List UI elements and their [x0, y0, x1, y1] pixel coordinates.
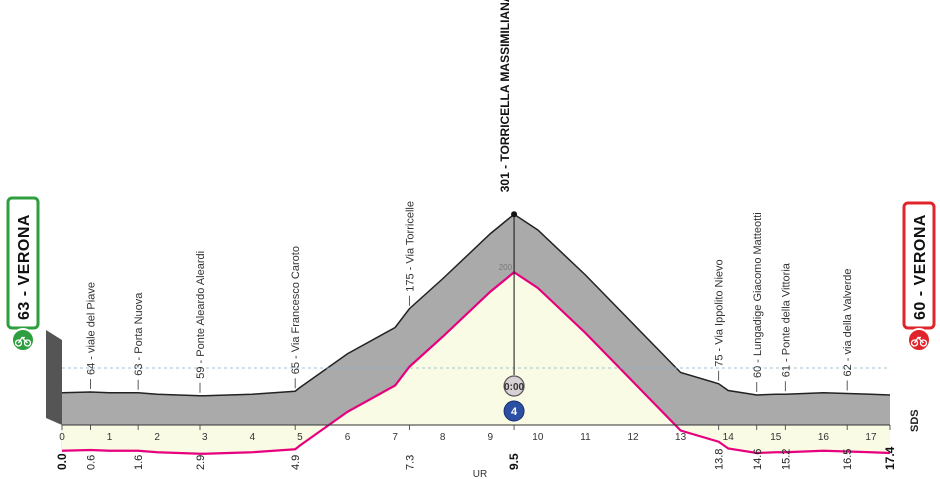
road-line: [61, 270, 891, 455]
elevation-tick-label: 200: [499, 263, 513, 272]
finish-town-label: 60 - VERONA: [912, 214, 929, 320]
waypoint-label: 175 - Via Torricelle: [404, 201, 416, 292]
km-major-label: 0.6: [86, 455, 98, 470]
elevation-relief: [62, 214, 890, 454]
km-tick-label: 5: [297, 432, 303, 443]
bicycle-icon: [14, 336, 32, 347]
waypoint-label: 62 - via della Valverde: [842, 268, 854, 376]
km-tick-label: 11: [580, 432, 591, 443]
brand-logo: SDS: [909, 409, 921, 432]
waypoint-label: 65 - Via Francesco Caroto: [290, 246, 302, 374]
km-tick-label: 8: [440, 432, 446, 443]
km-tick-label: 15: [770, 432, 782, 443]
time-check-label: 0:00: [504, 382, 524, 393]
km-major-label: 9.5: [507, 453, 521, 470]
waypoint-label: 61 - Ponte della Vittoria: [780, 262, 792, 377]
km-major-label: 2.9: [195, 455, 207, 470]
km-major-label: 14.6: [752, 449, 764, 470]
km-tick-label: 14: [723, 432, 735, 443]
profile-base-left: [46, 330, 62, 425]
kom-category-icon: [503, 400, 525, 422]
waypoint-label: 63 - Porta Nuova: [133, 292, 145, 376]
km-tick-label: 7: [392, 432, 398, 443]
km-tick-label: 13: [675, 432, 687, 443]
km-major-label: 1.6: [133, 455, 145, 470]
waypoint-label: 75 - Via Ippolito Nievo: [714, 259, 726, 366]
km-tick-label: 4: [250, 432, 256, 443]
km-tick-label: 0: [59, 432, 65, 443]
waypoint-label: 60 - Lungadige Giacomo Matteotti: [752, 212, 764, 378]
bicycle-icon: [910, 336, 928, 347]
km-tick-label: 6: [345, 432, 351, 443]
start-town-label: 63 - VERONA: [16, 214, 33, 320]
km-tick-label: 1: [107, 432, 113, 443]
km-major-label: 4.9: [290, 455, 302, 470]
km-tick-label: 3: [202, 432, 208, 443]
km-tick-label: 17: [865, 432, 877, 443]
finish-marker: 60 - VERONA: [902, 201, 936, 352]
km-major-label: 13.8: [714, 449, 726, 470]
stopwatch-icon: [503, 375, 525, 397]
km-tick-label: 16: [818, 432, 830, 443]
summit-dot: [511, 211, 518, 218]
bottom-mark: UR: [473, 469, 487, 479]
waypoint-label: 59 - Ponte Aleardo Aleardi: [195, 251, 207, 379]
elevation-area: [62, 272, 890, 454]
kom-category-label: 4: [511, 406, 518, 418]
km-major-label: 0.0: [55, 453, 69, 470]
waypoint-label: 64 - viale del Piave: [86, 282, 98, 375]
km-major-label: 16.5: [842, 449, 854, 470]
ridge-line: [61, 213, 891, 397]
km-tick-label: 12: [627, 432, 639, 443]
km-major-label: 7.3: [404, 455, 416, 470]
start-marker: 63 - VERONA: [6, 196, 40, 352]
km-tick-label: 9: [487, 432, 493, 443]
km-major-label: 15.2: [780, 449, 792, 470]
km-tick-label: 2: [154, 432, 160, 443]
summit-label: 301 - TORRICELLA MASSIMILIANA: [498, 0, 512, 192]
km-tick-label: 10: [532, 432, 544, 443]
km-major-label: 17.4: [883, 446, 897, 470]
